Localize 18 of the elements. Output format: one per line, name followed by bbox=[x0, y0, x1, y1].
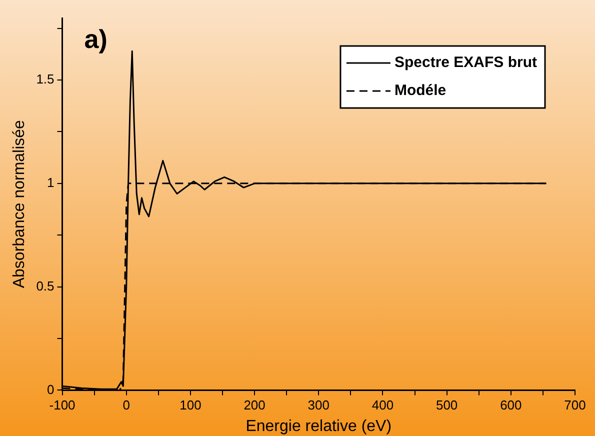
x-tick-label: 300 bbox=[308, 398, 330, 413]
y-tick-label: 1 bbox=[47, 175, 54, 190]
x-tick-label: 500 bbox=[436, 398, 458, 413]
x-tick-label: 600 bbox=[500, 398, 522, 413]
legend-label: Modéle bbox=[394, 82, 446, 100]
x-tick-label: 100 bbox=[180, 398, 202, 413]
x-tick-label: 200 bbox=[244, 398, 266, 413]
x-tick-label: 400 bbox=[372, 398, 394, 413]
y-axis-title: Absorbance normalisée bbox=[11, 120, 28, 288]
x-tick-label: -100 bbox=[49, 398, 76, 413]
y-tick-label: 0.5 bbox=[36, 278, 54, 294]
x-tick-label: 0 bbox=[122, 398, 130, 413]
y-tick-label: 1.5 bbox=[36, 72, 54, 87]
legend-label: Spectre EXAFS brut bbox=[394, 54, 538, 72]
y-tick-label: 0 bbox=[47, 382, 54, 397]
x-axis-title: Energie relative (eV) bbox=[246, 418, 392, 435]
annotation: a) bbox=[84, 24, 108, 54]
x-tick-label: 700 bbox=[564, 398, 586, 413]
